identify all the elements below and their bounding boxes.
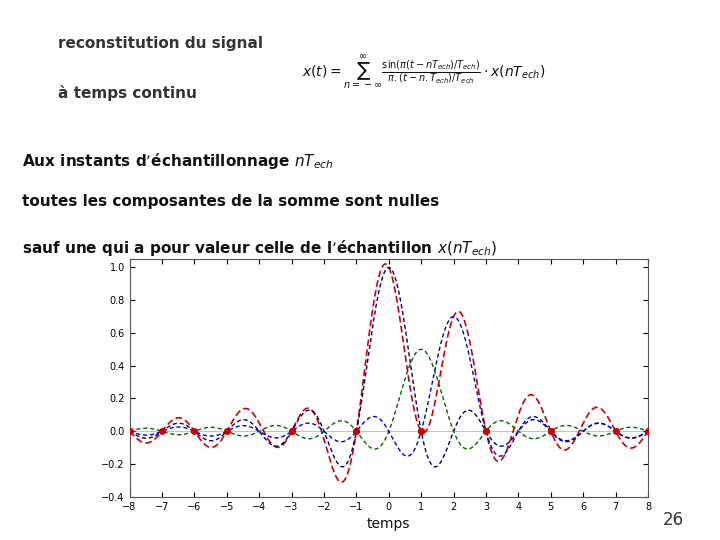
X-axis label: temps: temps — [367, 517, 410, 531]
Text: sauf une qui a pour valeur celle de l’échantillon $x(nT_{ech})$: sauf une qui a pour valeur celle de l’éc… — [22, 238, 497, 258]
Text: reconstitution du signal: reconstitution du signal — [58, 37, 263, 51]
Text: $x(t) = \sum_{n=-\infty}^{\infty} \frac{\sin(\pi(t-nT_{ech})/T_{ech})}{\pi.(t-n.: $x(t) = \sum_{n=-\infty}^{\infty} \frac{… — [302, 53, 546, 91]
Text: à temps continu: à temps continu — [58, 85, 197, 101]
Text: Aux instants d’échantillonnage $nT_{ech}$: Aux instants d’échantillonnage $nT_{ech}… — [22, 151, 333, 171]
Text: toutes les composantes de la somme sont nulles: toutes les composantes de la somme sont … — [22, 194, 439, 210]
Text: 26: 26 — [663, 511, 684, 529]
